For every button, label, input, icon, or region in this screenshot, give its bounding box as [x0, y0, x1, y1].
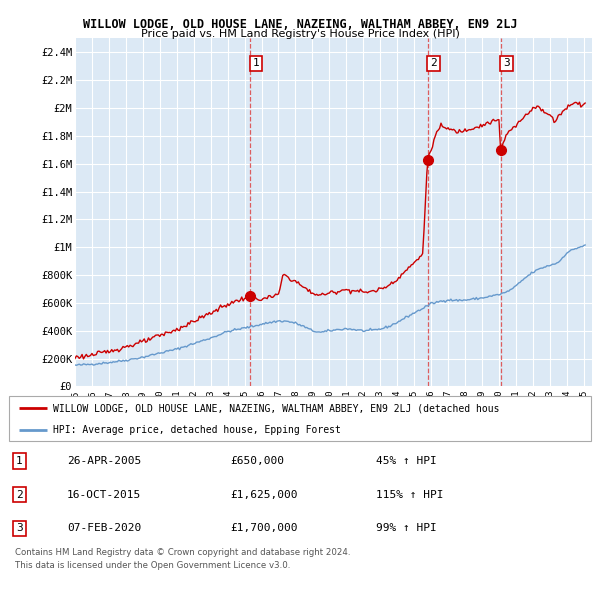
Text: 2: 2 [16, 490, 23, 500]
Text: 16-OCT-2015: 16-OCT-2015 [67, 490, 142, 500]
Text: 3: 3 [16, 523, 23, 533]
Text: 115% ↑ HPI: 115% ↑ HPI [376, 490, 443, 500]
Text: 45% ↑ HPI: 45% ↑ HPI [376, 456, 436, 466]
FancyBboxPatch shape [9, 396, 591, 441]
Text: £650,000: £650,000 [230, 456, 284, 466]
Text: 26-APR-2005: 26-APR-2005 [67, 456, 142, 466]
Text: Price paid vs. HM Land Registry's House Price Index (HPI): Price paid vs. HM Land Registry's House … [140, 29, 460, 39]
Text: 1: 1 [16, 456, 23, 466]
Text: WILLOW LODGE, OLD HOUSE LANE, NAZEING, WALTHAM ABBEY, EN9 2LJ (detached hous: WILLOW LODGE, OLD HOUSE LANE, NAZEING, W… [53, 404, 499, 414]
Text: 3: 3 [503, 58, 510, 68]
Text: 2: 2 [430, 58, 437, 68]
Text: 99% ↑ HPI: 99% ↑ HPI [376, 523, 436, 533]
Text: HPI: Average price, detached house, Epping Forest: HPI: Average price, detached house, Eppi… [53, 425, 341, 435]
Text: WILLOW LODGE, OLD HOUSE LANE, NAZEING, WALTHAM ABBEY, EN9 2LJ: WILLOW LODGE, OLD HOUSE LANE, NAZEING, W… [83, 18, 517, 31]
Text: 1: 1 [253, 58, 259, 68]
Text: Contains HM Land Registry data © Crown copyright and database right 2024.: Contains HM Land Registry data © Crown c… [15, 548, 350, 556]
Text: 07-FEB-2020: 07-FEB-2020 [67, 523, 142, 533]
Text: £1,700,000: £1,700,000 [230, 523, 298, 533]
Text: This data is licensed under the Open Government Licence v3.0.: This data is licensed under the Open Gov… [15, 560, 290, 569]
Text: £1,625,000: £1,625,000 [230, 490, 298, 500]
